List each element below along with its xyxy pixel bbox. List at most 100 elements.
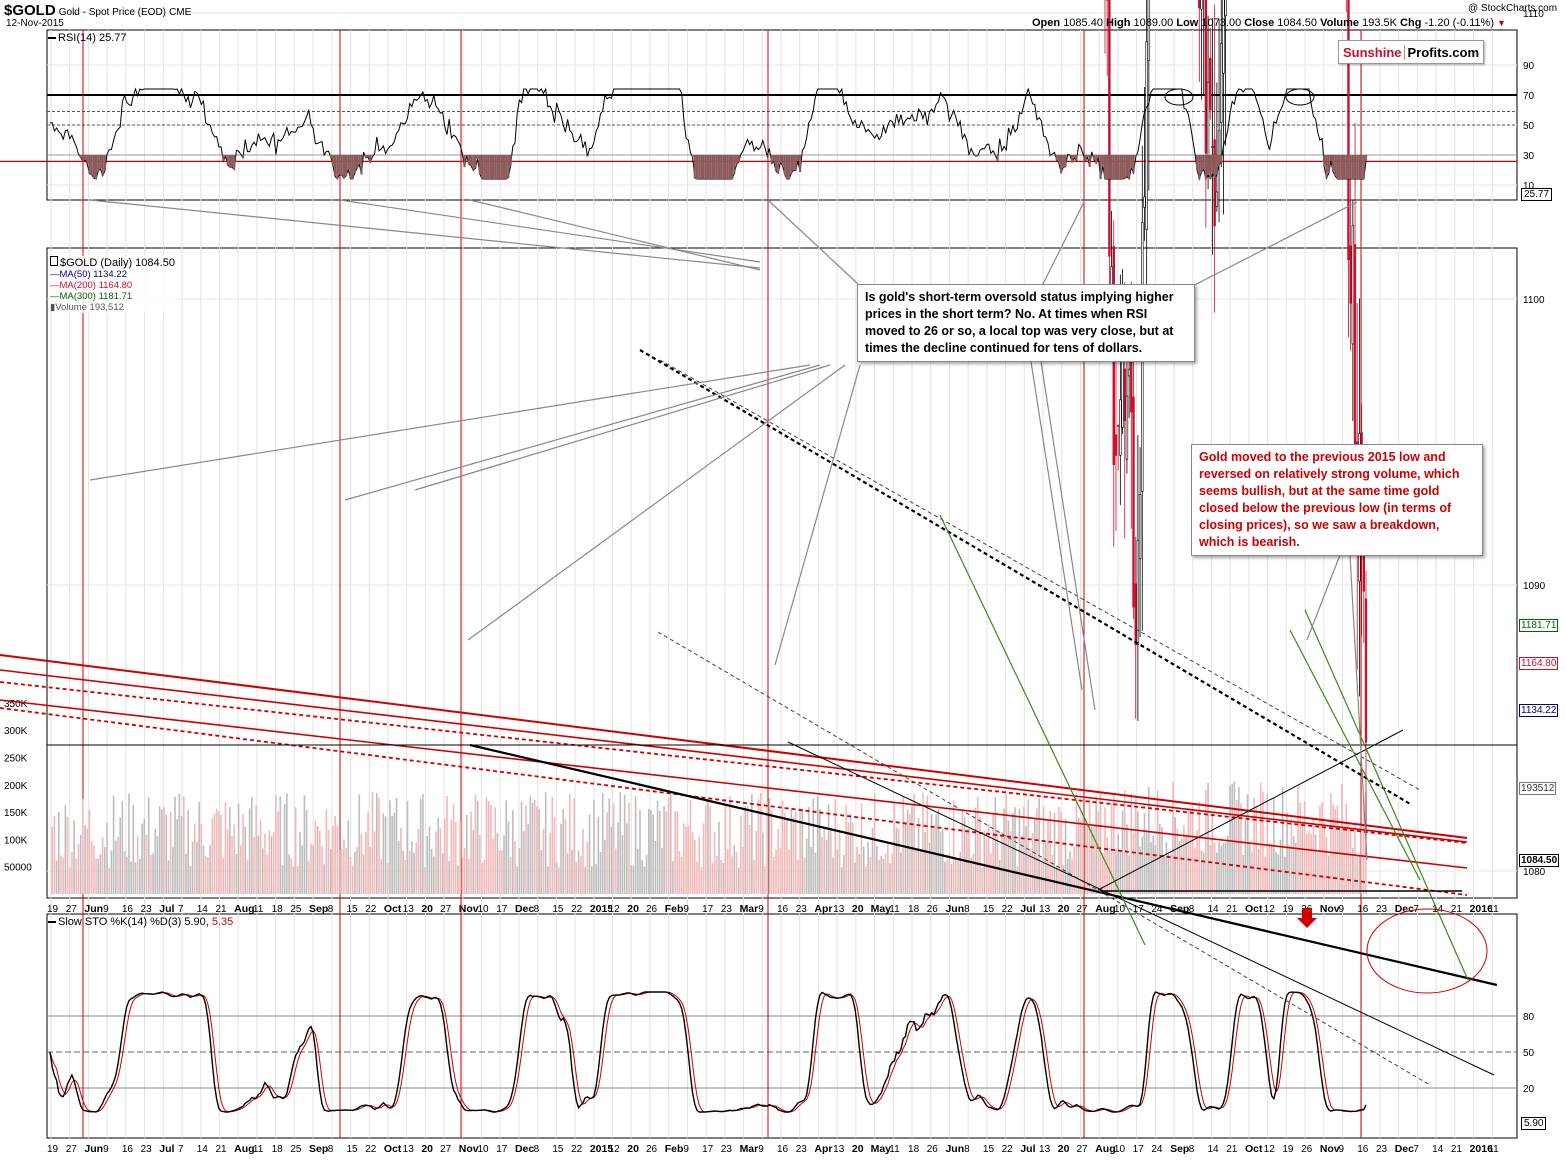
rsi-oversold-fill	[510, 155, 512, 166]
volume-bar	[828, 804, 830, 894]
candle-body	[1108, 0, 1110, 256]
x-tick-label: 20	[421, 903, 433, 915]
volume-bar	[1302, 823, 1304, 894]
volume-bar	[97, 859, 99, 894]
x-tick-label-bottom: 11	[1488, 1144, 1499, 1155]
volume-bar	[1321, 802, 1323, 894]
volume-bar	[1174, 817, 1176, 894]
volume-bar	[418, 829, 420, 894]
x-tick-label: Aug	[234, 903, 254, 915]
volume-bar	[486, 797, 488, 894]
rsi-oversold-fill	[481, 155, 483, 179]
rsi-oversold-fill	[224, 155, 226, 156]
x-tick-label-bottom: Jun	[945, 1143, 964, 1155]
x-tick-label-bottom: Oct	[1245, 1143, 1263, 1155]
x-tick-label-bottom: Aug	[234, 1143, 254, 1155]
volume-bar	[1216, 852, 1218, 894]
volume-bar	[1341, 784, 1343, 894]
volume-bar	[1242, 855, 1244, 894]
candle-body	[1348, 0, 1350, 260]
volume-bar	[630, 865, 632, 894]
volume-bar	[1284, 857, 1286, 894]
volume-bar	[499, 850, 501, 894]
volume-bar	[815, 853, 817, 894]
volume-bar	[556, 862, 558, 894]
volume-bar	[587, 842, 589, 894]
volume-bar	[703, 823, 705, 894]
x-tick-label-bottom: 18	[272, 1144, 284, 1155]
volume-bar	[652, 815, 654, 894]
ma200-badge: 1164.80	[1519, 657, 1558, 670]
volume-bar	[896, 827, 898, 894]
volume-bar	[264, 834, 266, 894]
rsi-oversold-fill	[1209, 155, 1211, 179]
low-value: 1073.00	[1201, 17, 1241, 29]
x-tick-label-bottom: 20	[852, 1143, 864, 1155]
volume-tick-label: 250K	[4, 754, 28, 765]
rsi-oversold-fill	[786, 155, 788, 179]
volume-bar	[407, 801, 409, 894]
rsi-oversold-fill	[483, 155, 485, 179]
volume-bar	[387, 863, 389, 894]
volume-tick-label: 100K	[4, 835, 28, 846]
rsi-oversold-fill	[773, 155, 775, 162]
rsi-oversold-fill	[1325, 155, 1327, 178]
x-tick-label: Nov	[1320, 903, 1340, 915]
volume-bar	[615, 849, 617, 894]
volume-bar	[1267, 793, 1269, 894]
volume-bar	[117, 837, 119, 894]
volume-bar	[244, 827, 246, 894]
rsi-oversold-fill	[1056, 155, 1058, 160]
volume-bar	[62, 858, 64, 894]
volume-bar	[91, 841, 93, 894]
volume-bar	[909, 814, 911, 894]
rsi-oversold-fill	[80, 155, 82, 157]
volume-bar	[1295, 843, 1297, 894]
rsi-oversold-fill	[1341, 155, 1343, 179]
volume-bar	[411, 841, 413, 894]
x-tick-label: Feb	[665, 903, 684, 915]
candle-body	[1352, 225, 1354, 344]
volume-bar	[135, 863, 137, 894]
rsi-oversold-fill	[1121, 155, 1123, 179]
x-tick-label-bottom: Sep	[309, 1143, 328, 1155]
rsi-legend-icon	[48, 37, 56, 39]
volume-bar	[773, 857, 775, 894]
volume-bar	[1293, 836, 1295, 894]
rsi-oversold-fill	[91, 155, 93, 175]
volume-bar	[282, 865, 284, 894]
rsi-oversold-fill	[507, 155, 509, 177]
rsi-oversold-fill	[1323, 155, 1325, 167]
volume-bar	[731, 856, 733, 894]
volume-bar	[683, 823, 685, 894]
volume-bar	[503, 835, 505, 894]
x-tick-label: Apr	[814, 903, 832, 915]
rsi-oversold-fill	[797, 155, 799, 161]
volume-bar	[701, 867, 703, 894]
volume-bar	[321, 846, 323, 894]
rsi-oversold-fill	[1214, 155, 1216, 178]
volume-bar	[317, 826, 319, 894]
volume-bar	[762, 832, 764, 894]
candle-body	[1214, 140, 1216, 226]
rsi-oversold-fill	[84, 155, 86, 160]
volume-bar	[900, 852, 902, 894]
volume-bar	[431, 849, 433, 894]
volume-bar	[593, 800, 595, 894]
volume-bar	[696, 861, 698, 894]
x-tick-label-bottom: 26	[927, 1144, 939, 1155]
volume-bar	[1148, 787, 1150, 894]
x-tick-label-bottom: Nov	[1320, 1143, 1340, 1155]
volume-bar	[286, 793, 288, 894]
volume-bar	[641, 860, 643, 894]
rsi-oversold-fill	[1203, 155, 1205, 169]
volume-bar	[255, 805, 257, 894]
rsi-oversold-fill	[792, 155, 794, 170]
x-tick-label: 17	[702, 904, 714, 915]
x-tick-label-bottom: 11	[889, 1144, 900, 1155]
candle-body	[1201, 0, 1203, 9]
volume-bar	[308, 860, 310, 894]
rsi-oversold-fill	[720, 155, 722, 179]
volume-bar	[880, 856, 882, 894]
volume-bar	[124, 851, 126, 894]
